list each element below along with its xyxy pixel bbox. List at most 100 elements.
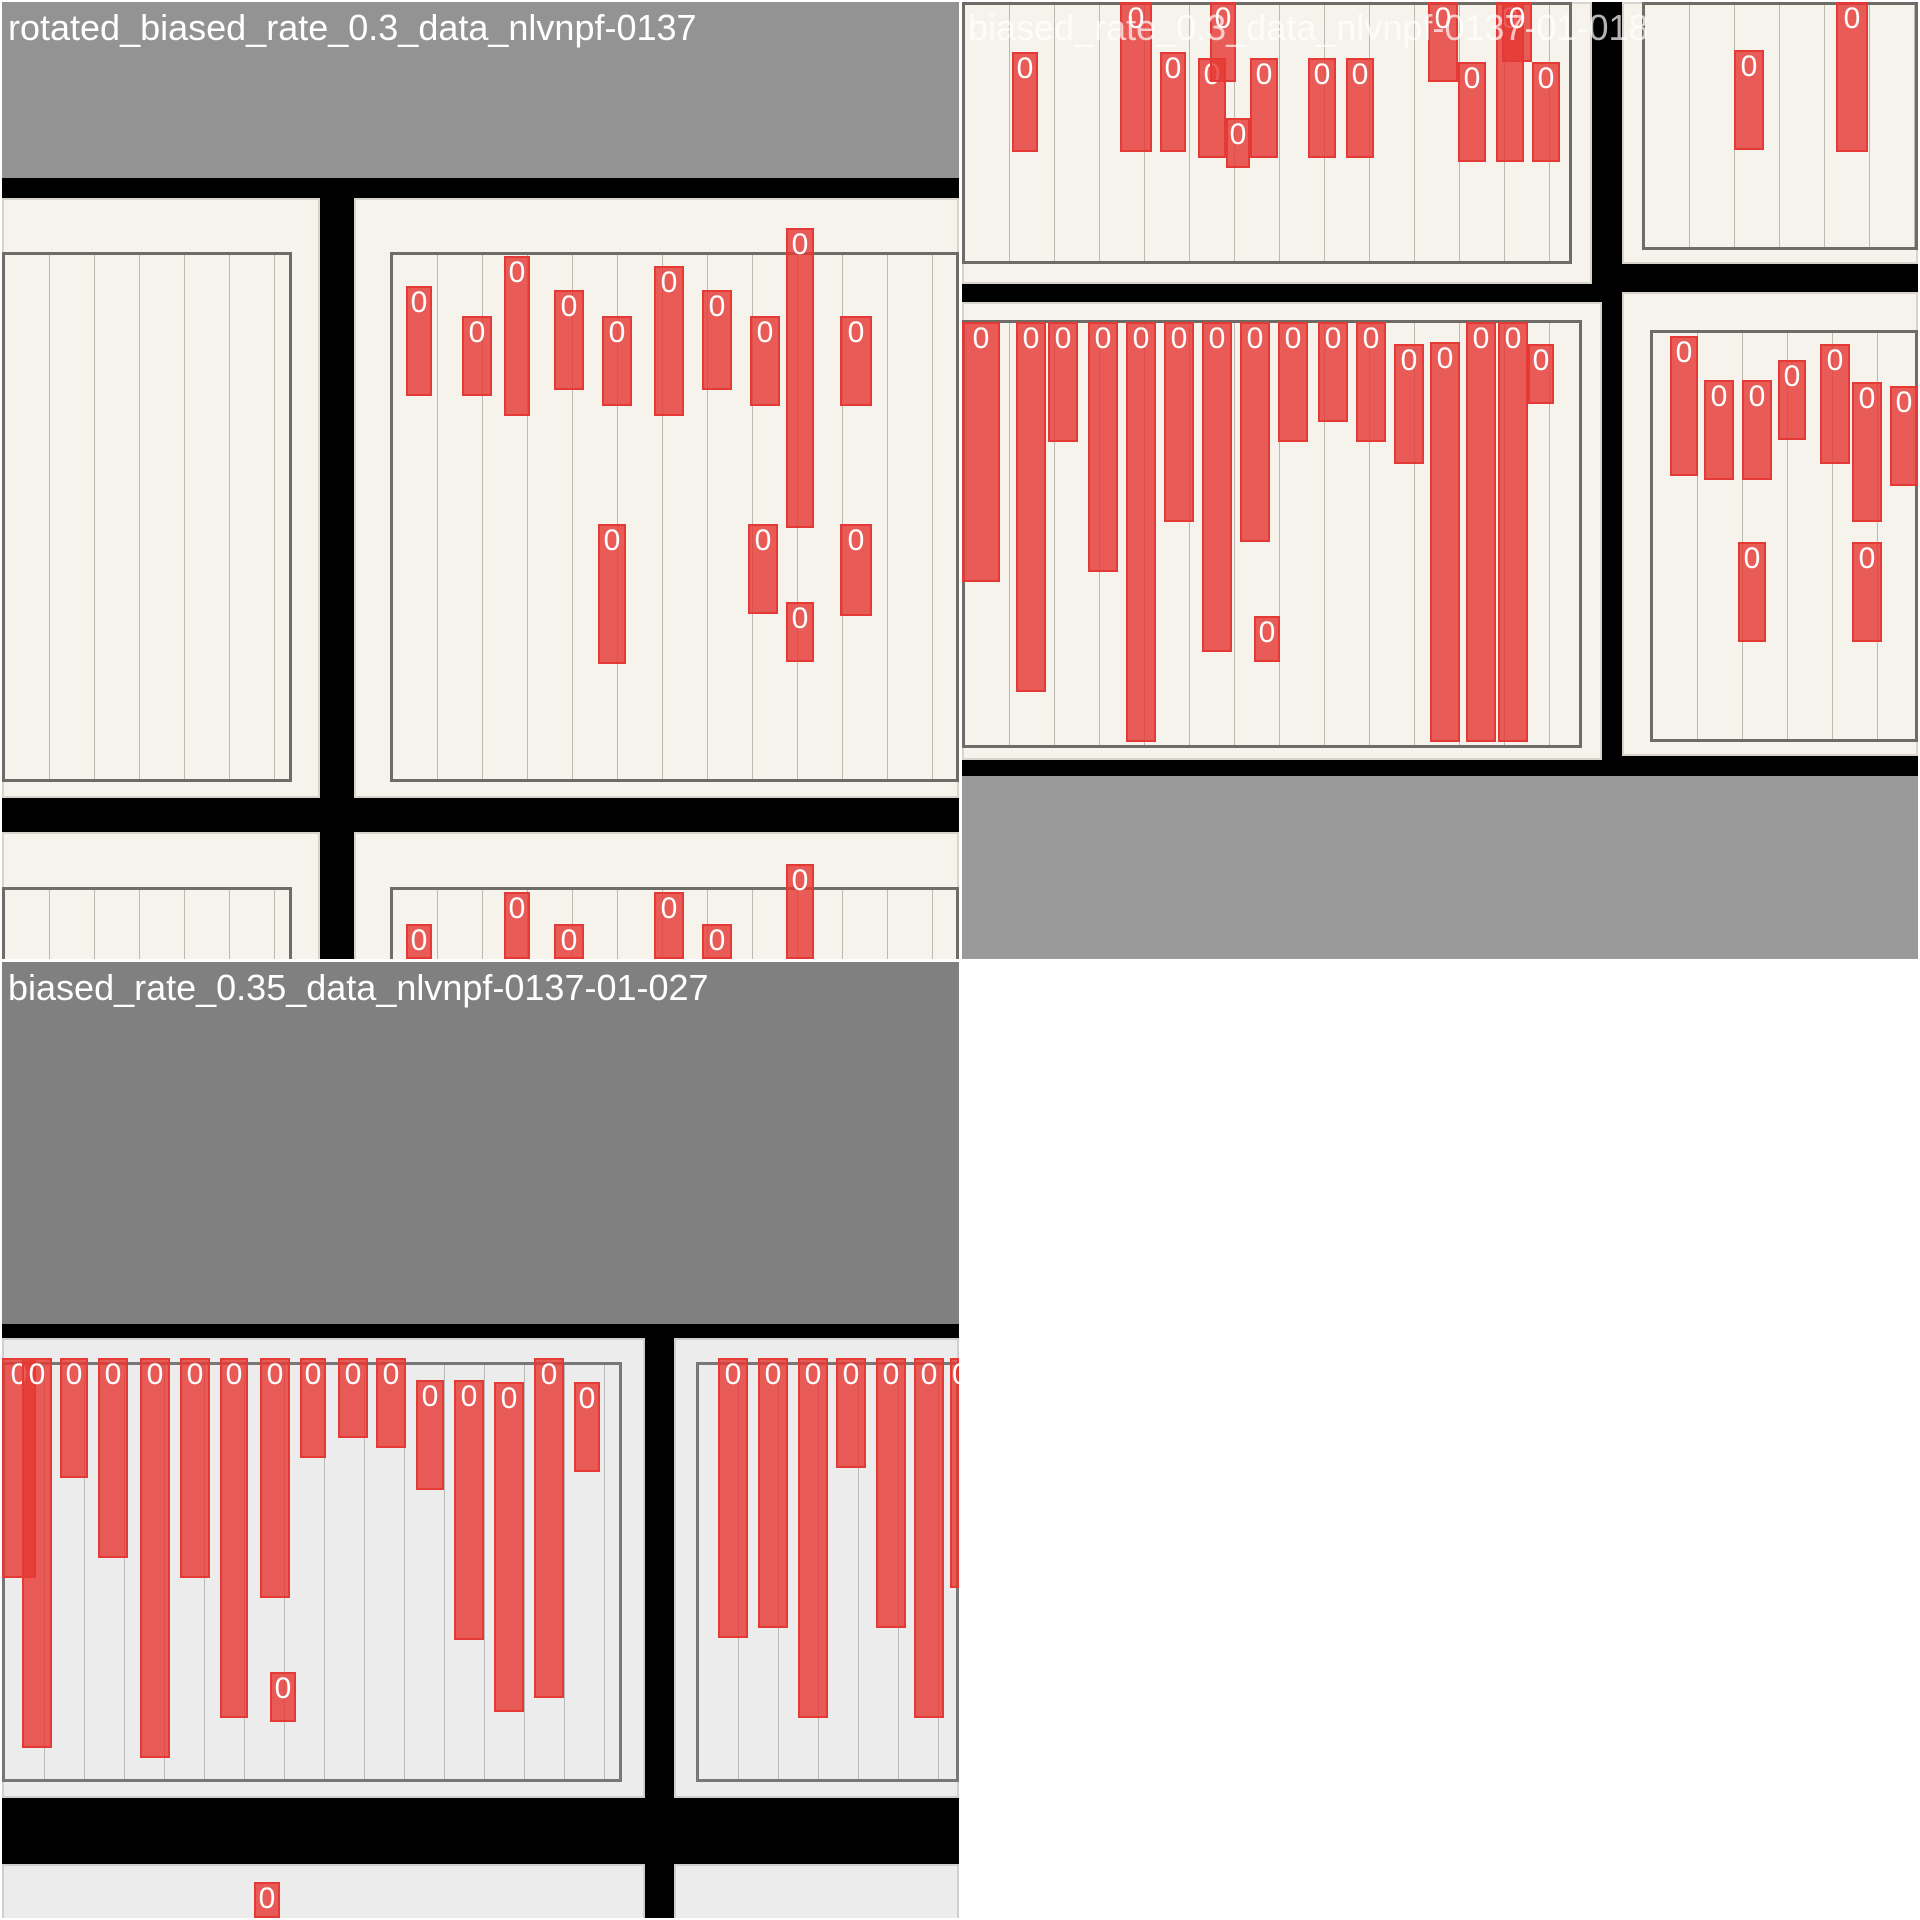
detection-box: 0 [494,1382,524,1712]
detection-box: 0 [1318,322,1348,422]
detection-box: 0 [876,1358,906,1628]
detection-box-label: 0 [882,1358,900,1391]
detection-box: 0 [1088,322,1118,572]
detection-box: 0 [60,1358,88,1478]
detection-box-label: 0 [104,1358,122,1391]
detection-box-label: 0 [1127,2,1145,35]
detection-box: 0 [702,924,732,959]
detection-box-label: 0 [1532,344,1550,377]
detection-box-label: 0 [708,924,726,957]
detection-box: 0 [702,290,732,390]
detection-box-label: 0 [952,1360,959,1390]
detection-box-label: 0 [1351,58,1369,91]
detection-box: 0 [504,256,530,416]
tile-caption: biased_rate_0.35_data_nlvnpf-0137-01-027 [8,967,709,1008]
detection-box-label: 0 [344,1358,362,1391]
scan-page-bottom-right [674,1864,959,1918]
detection-box: 0 [1356,322,1386,442]
detection-box: 0 [462,316,492,396]
detection-box-label: 0 [791,228,809,261]
detection-box: 0 [1226,118,1250,168]
detection-box: 0 [270,1672,296,1722]
detection-box-label: 0 [1022,322,1040,355]
detection-box: 0 [1160,52,1186,152]
detection-box: 0 [1278,322,1308,442]
detection-box: 0 [180,1358,210,1578]
mosaic-tile-2: biased_rate_0.3_data_nlvnpf-0137-01-018 … [962,2,1918,959]
detection-box: 0 [1734,50,1764,150]
detection-box-label: 0 [754,524,772,557]
scan-page-bottom-left [2,1864,645,1918]
detection-box-label: 0 [1537,62,1555,95]
detection-box-label: 0 [724,1358,742,1391]
detection-box: 0 [836,1358,866,1468]
detection-box-label: 0 [603,524,621,557]
detection-box: 0 [654,266,684,416]
detection-box-label: 0 [1710,380,1728,413]
detection-box: 0 [1120,2,1152,152]
detection-box: 0 [1704,380,1734,480]
detection-box-label: 0 [500,1382,518,1415]
detection-box-label: 0 [1362,322,1380,355]
scan-page-frame [2,887,292,959]
detection-box-label: 0 [1508,2,1526,35]
detection-box-label: 0 [756,316,774,349]
detection-box-label: 0 [1783,360,1801,393]
mosaic-tile-1: rotated_biased_rate_0.3_data_nlvnpf-0137… [2,2,959,959]
detection-box-label: 0 [708,290,726,323]
detection-box: 0 [1016,322,1046,692]
detection-box: 0 [574,1382,600,1472]
gray-padding [2,2,959,178]
detection-box: 0 [1532,62,1560,162]
detection-box-label: 0 [847,316,865,349]
detection-box: 0 [1346,58,1374,158]
detection-box: 0 [718,1358,748,1638]
detection-box-label: 0 [382,1358,400,1391]
detection-box-label: 0 [1258,616,1276,649]
detection-box: 0 [454,1380,484,1640]
detection-box: 0 [1742,380,1772,480]
detection-box: 0 [1012,52,1038,152]
detection-box: 0 [1202,322,1232,652]
detection-box: 0 [1048,322,1078,442]
detection-box-label: 0 [560,924,578,957]
detection-box: 0 [1502,2,1532,62]
detection-box: 0 [554,290,584,390]
detection-box-label: 0 [1284,322,1302,355]
detection-box: 0 [914,1358,944,1718]
detection-box-label: 0 [225,1358,243,1391]
detection-box: 0 [1428,2,1458,82]
detection-box-label: 0 [578,1382,596,1415]
detection-box-label: 0 [1132,322,1150,355]
detection-box: 0 [1498,322,1528,742]
detection-box: 0 [22,1358,52,1748]
detection-box-label: 0 [410,924,428,957]
detection-box: 0 [786,228,814,528]
detection-box-label: 0 [266,1358,284,1391]
detection-box: 0 [1164,322,1194,522]
detection-box-label: 0 [791,602,809,635]
detection-box: 0 [786,864,814,959]
detection-box: 0 [406,286,432,396]
detection-box-label: 0 [1826,344,1844,377]
detection-box: 0 [654,892,684,959]
detection-box-label: 0 [258,1882,276,1915]
detection-box-label: 0 [847,524,865,557]
detection-box: 0 [1738,542,1766,642]
detection-box: 0 [758,1358,788,1628]
detection-box: 0 [1836,2,1868,152]
detection-box: 0 [1394,344,1424,464]
detection-box: 0 [376,1358,406,1448]
detection-box: 0 [1308,58,1336,158]
detection-box-label: 0 [1164,52,1182,85]
detection-box: 0 [406,924,432,959]
detection-box-label: 0 [540,1358,558,1391]
detection-box: 0 [1820,344,1850,464]
detection-box-label: 0 [1463,62,1481,95]
detection-box-label: 0 [1054,322,1072,355]
detection-box-label: 0 [304,1358,322,1391]
tile-caption: biased_rate_0.3_data_nlvnpf-0137-01-018 [968,7,1649,48]
detection-box: 0 [1852,382,1882,522]
scan-page-frame [2,252,292,782]
detection-box-label: 0 [842,1358,860,1391]
